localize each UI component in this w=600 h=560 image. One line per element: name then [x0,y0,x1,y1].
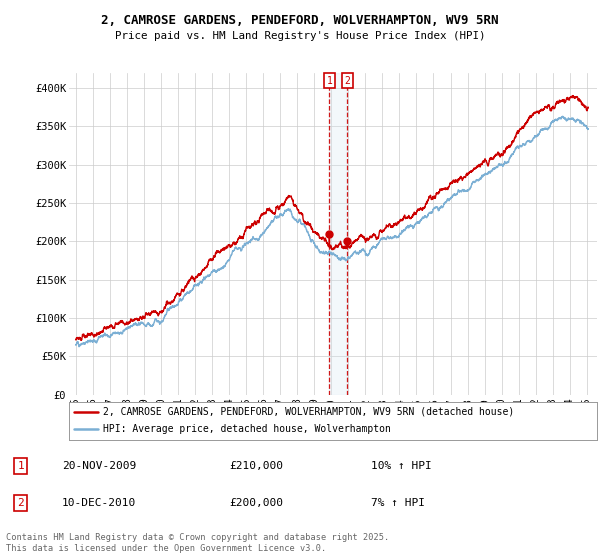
Text: 2: 2 [17,498,24,508]
Text: 1: 1 [17,461,24,471]
Text: 2, CAMROSE GARDENS, PENDEFORD, WOLVERHAMPTON, WV9 5RN: 2, CAMROSE GARDENS, PENDEFORD, WOLVERHAM… [101,14,499,27]
Text: 20-NOV-2009: 20-NOV-2009 [62,461,136,471]
Text: £210,000: £210,000 [229,461,283,471]
Text: 10-DEC-2010: 10-DEC-2010 [62,498,136,508]
Text: 1: 1 [326,76,332,86]
Bar [329,73,347,395]
Text: Contains HM Land Registry data © Crown copyright and database right 2025.
This d: Contains HM Land Registry data © Crown c… [6,533,389,553]
Text: 10% ↑ HPI: 10% ↑ HPI [371,461,431,471]
Text: 2: 2 [344,76,350,86]
Text: Price paid vs. HM Land Registry's House Price Index (HPI): Price paid vs. HM Land Registry's House … [115,31,485,41]
Text: 2, CAMROSE GARDENS, PENDEFORD, WOLVERHAMPTON, WV9 5RN (detached house): 2, CAMROSE GARDENS, PENDEFORD, WOLVERHAM… [103,407,515,417]
Text: 7% ↑ HPI: 7% ↑ HPI [371,498,425,508]
Text: £200,000: £200,000 [229,498,283,508]
Text: HPI: Average price, detached house, Wolverhampton: HPI: Average price, detached house, Wolv… [103,424,391,435]
